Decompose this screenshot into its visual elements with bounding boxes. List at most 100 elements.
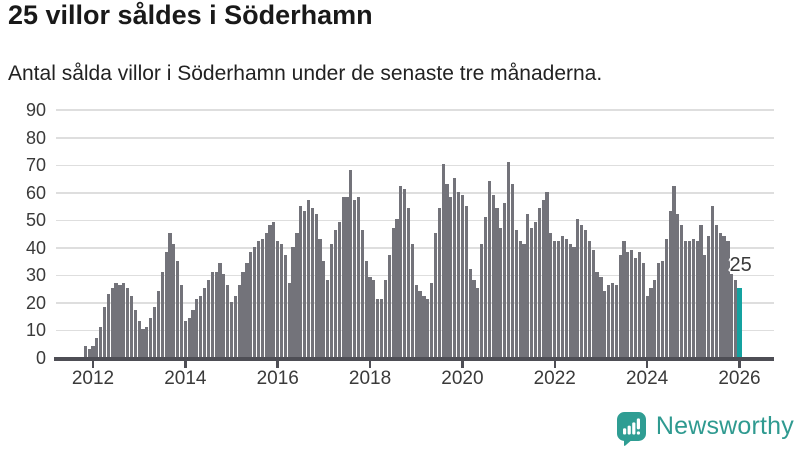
gridline-y-70 [56, 164, 774, 167]
bar [114, 282, 118, 357]
bar [218, 263, 222, 357]
y-axis-label-70: 70 [25, 155, 46, 176]
bar [403, 189, 407, 357]
bar [510, 183, 515, 357]
bar [530, 227, 534, 357]
bar [279, 244, 284, 357]
bar [387, 255, 391, 357]
bar [472, 279, 476, 357]
bar [333, 230, 337, 357]
bar [730, 274, 734, 357]
bar [491, 194, 495, 357]
bar [687, 241, 692, 357]
bar [614, 285, 618, 357]
bar [576, 219, 580, 357]
bar [256, 241, 261, 357]
x-axis-tick-2016 [276, 361, 279, 368]
bar [326, 279, 330, 357]
bar [341, 197, 345, 357]
bar [441, 164, 445, 357]
bar [106, 293, 110, 357]
bar [83, 345, 87, 357]
bar [172, 244, 176, 357]
bar [568, 244, 572, 357]
bar [449, 197, 453, 357]
bar [91, 345, 95, 357]
bar [299, 205, 303, 357]
bar [506, 161, 511, 357]
x-axis-label-2018: 2018 [348, 368, 392, 389]
x-axis-tick-2014 [184, 361, 187, 368]
bar [176, 260, 180, 357]
bar [241, 271, 245, 357]
bar [349, 169, 353, 357]
bar [356, 197, 361, 357]
bar [314, 213, 318, 357]
bar [152, 307, 157, 357]
bar [572, 246, 576, 357]
bar [430, 282, 434, 357]
bar [622, 241, 626, 357]
bar [522, 244, 526, 357]
x-axis-tick-2012 [91, 361, 95, 368]
bar [699, 224, 703, 357]
bar [268, 224, 272, 357]
gridline-y-40 [56, 247, 774, 249]
bar [703, 255, 707, 357]
bar [603, 290, 607, 357]
bar [337, 222, 341, 357]
bar [468, 268, 472, 357]
bar [399, 186, 403, 357]
bar [580, 224, 584, 357]
chart-title: 25 villor såldes i Söderhamn [8, 0, 373, 30]
bar [118, 285, 122, 357]
bar [691, 238, 695, 357]
bar [168, 233, 172, 357]
y-axis-label-40: 40 [25, 237, 46, 258]
bar [291, 246, 295, 357]
bar [287, 282, 291, 357]
bar [591, 249, 595, 357]
bar [710, 205, 715, 357]
bar [372, 279, 376, 357]
bar [633, 257, 638, 357]
bar [526, 213, 530, 357]
bar [657, 263, 661, 357]
bar [229, 301, 234, 357]
bar [122, 282, 126, 357]
bar [295, 233, 299, 357]
bar [545, 191, 549, 357]
bar [726, 241, 730, 357]
bar [353, 200, 357, 357]
bar [668, 211, 672, 357]
bar [145, 326, 149, 357]
gridline-y-80 [56, 137, 774, 139]
bar [607, 285, 611, 357]
newsworthy-wordmark: Newsworthy [655, 411, 794, 440]
newsworthy-logo-icon [616, 412, 646, 446]
bar [383, 279, 388, 357]
bar [110, 288, 114, 357]
bar [610, 282, 615, 357]
x-axis-tick-2024 [645, 361, 649, 368]
y-axis-label-30: 30 [25, 265, 46, 286]
bar [599, 277, 603, 357]
x-axis-label-2026: 2026 [718, 368, 761, 389]
y-axis-label-20: 20 [25, 292, 46, 313]
bar [322, 260, 326, 357]
bar [464, 205, 468, 357]
x-axis-label-2022: 2022 [533, 368, 576, 389]
gridline-y-30 [56, 274, 774, 277]
gridline-y-50 [56, 219, 774, 222]
bar [476, 288, 480, 357]
bar [99, 326, 103, 357]
bar [537, 208, 541, 357]
bar [210, 271, 214, 357]
bar [233, 296, 237, 357]
bar [653, 279, 657, 357]
y-axis-label-90: 90 [25, 100, 46, 121]
bar [695, 241, 699, 357]
bar [303, 211, 307, 357]
x-axis-tick-2026 [738, 361, 741, 368]
